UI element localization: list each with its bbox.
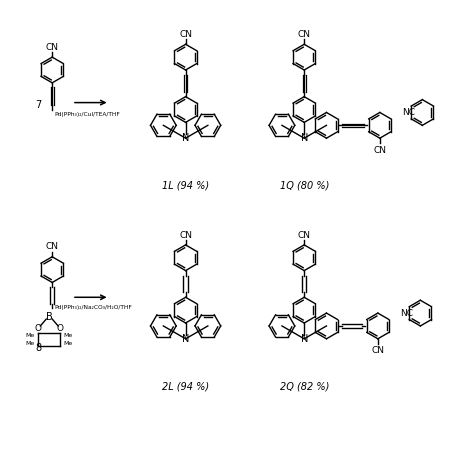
Text: O: O xyxy=(35,324,42,333)
Text: CN: CN xyxy=(298,230,310,239)
Text: 1Q (80 %): 1Q (80 %) xyxy=(280,181,329,191)
Text: Pd(PPh₃)₂/Na₂CO₃/H₂O/THF: Pd(PPh₃)₂/Na₂CO₃/H₂O/THF xyxy=(54,305,132,310)
Text: CN: CN xyxy=(179,230,192,239)
Text: N: N xyxy=(301,334,308,344)
Text: N: N xyxy=(182,334,189,344)
Text: NC: NC xyxy=(401,309,414,318)
Text: N: N xyxy=(182,133,189,143)
Text: O: O xyxy=(56,324,64,333)
Text: B: B xyxy=(46,312,53,322)
Text: CN: CN xyxy=(46,242,59,251)
Text: CN: CN xyxy=(46,43,59,52)
Text: Me: Me xyxy=(26,341,35,346)
Text: CN: CN xyxy=(371,346,384,355)
Text: Pd(PPh₃)₂/CuI/TEA/THF: Pd(PPh₃)₂/CuI/TEA/THF xyxy=(54,112,120,118)
Text: Me: Me xyxy=(64,333,73,338)
Text: N: N xyxy=(301,133,308,143)
Text: 2Q (82 %): 2Q (82 %) xyxy=(280,381,329,392)
Text: CN: CN xyxy=(374,146,386,155)
Text: 1L (94 %): 1L (94 %) xyxy=(162,181,209,191)
Text: 2L (94 %): 2L (94 %) xyxy=(162,381,209,392)
Text: NC: NC xyxy=(402,108,416,117)
Text: 7: 7 xyxy=(35,100,42,109)
Text: CN: CN xyxy=(298,30,310,39)
Text: Me: Me xyxy=(64,341,73,346)
Text: Me: Me xyxy=(26,333,35,338)
Text: CN: CN xyxy=(179,30,192,39)
Text: 8: 8 xyxy=(35,343,41,353)
